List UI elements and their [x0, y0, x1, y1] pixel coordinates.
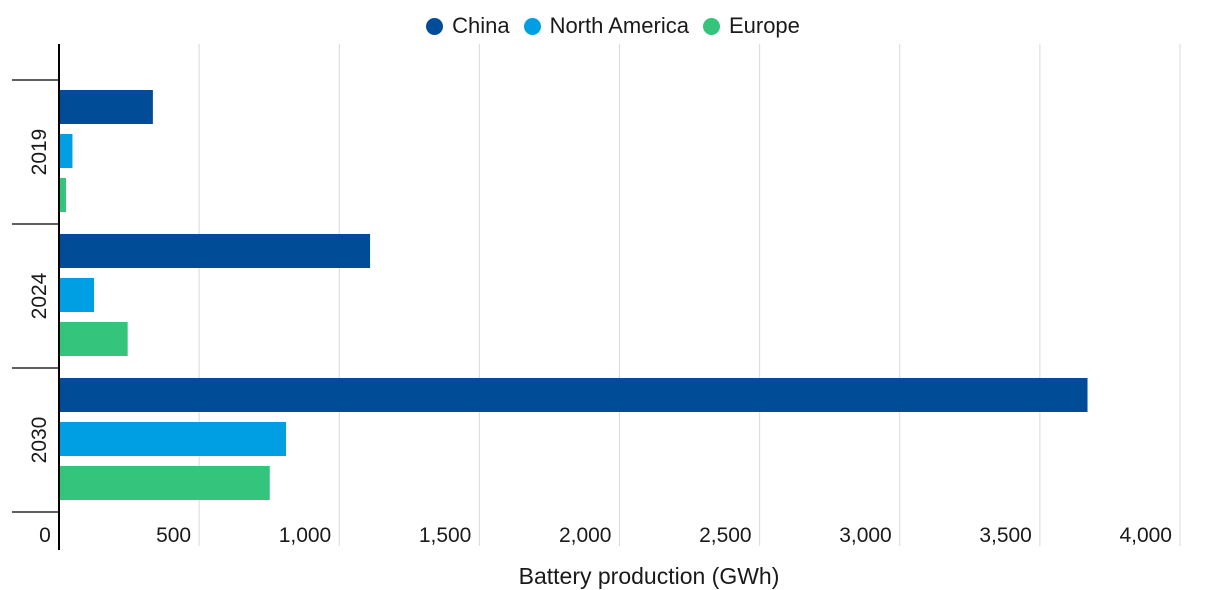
legend-swatch: [426, 17, 444, 35]
bar: [59, 178, 67, 212]
x-tick-label: 4,000: [1119, 524, 1172, 547]
bar: [59, 90, 153, 124]
x-tick-label: 2,000: [559, 524, 612, 547]
legend-item: North America: [523, 13, 689, 39]
gridlines: [198, 44, 1181, 546]
bar: [59, 322, 128, 356]
bar: [59, 422, 287, 456]
legend-label: Europe: [728, 13, 800, 38]
x-tick-label: 1,500: [419, 524, 472, 547]
legend-item: Europe: [702, 13, 800, 39]
legend-label: North America: [549, 13, 689, 38]
legend: China North America Europe: [0, 11, 1226, 41]
legend-label: China: [452, 13, 510, 38]
legend-item: China: [426, 13, 510, 39]
bar: [59, 278, 95, 312]
bar: [59, 466, 270, 500]
bars: [59, 90, 1088, 500]
x-tick-label: 3,500: [979, 524, 1032, 547]
x-tick-labels: 0 500 1,000 1,500 2,000 2,500 3,000 3,500 4,000: [39, 524, 1172, 547]
category-label: 2019: [28, 129, 51, 176]
x-axis-title: Battery production (GWh): [519, 563, 780, 589]
x-tick-label: 2,500: [699, 524, 752, 547]
bar: [59, 134, 73, 168]
category-label: 2024: [28, 272, 51, 319]
category-label: 2030: [28, 417, 51, 464]
x-tick-label: 0: [39, 524, 51, 547]
x-tick-label: 500: [156, 524, 191, 547]
bar: [59, 234, 371, 268]
x-tick-label: 3,000: [839, 524, 892, 547]
x-tick-label: 1,000: [279, 524, 332, 547]
category-labels: 2019 2024 2030: [28, 129, 51, 464]
axes: [12, 44, 60, 550]
legend-swatch: [702, 17, 720, 35]
legend-swatch: [523, 17, 541, 35]
bar: [59, 378, 1088, 412]
